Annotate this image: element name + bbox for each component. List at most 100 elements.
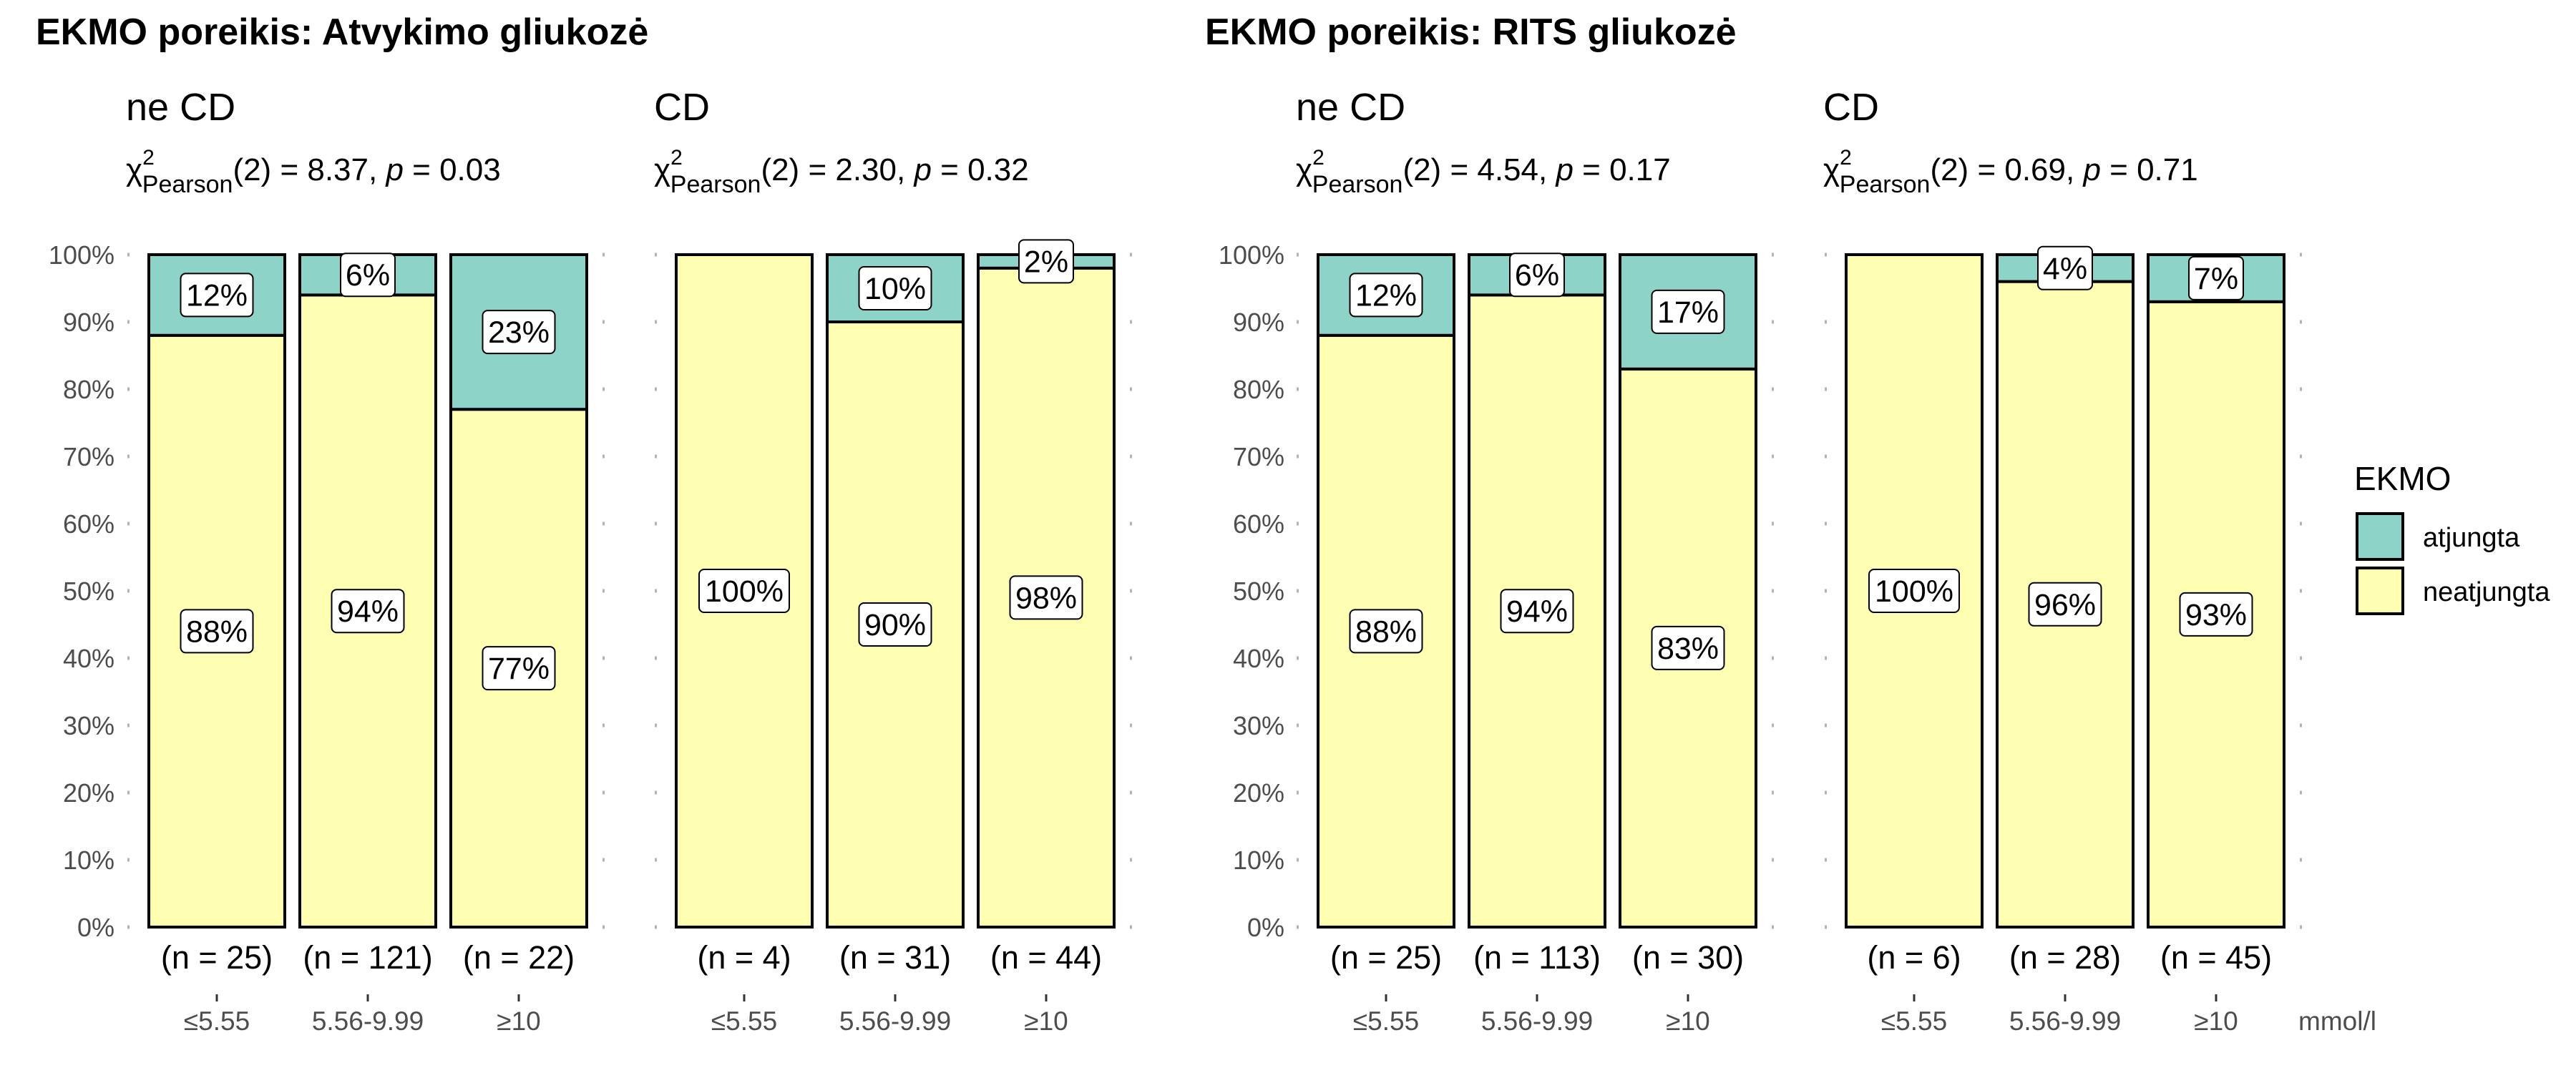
y-tick-label: 70% [63, 442, 114, 471]
stat-p-text: = 0.17 [1574, 152, 1671, 187]
legend-label-neatjungta: neatjungta [2423, 577, 2550, 607]
stat-chi-sub: Pearson [142, 171, 233, 198]
stat-text: (2) = 0.69, [1930, 152, 2083, 187]
data-label-neatjungta-box [1349, 609, 1423, 654]
stat-chi-sub: Pearson [1840, 171, 1931, 198]
data-label-neatjungta-box [1500, 589, 1574, 634]
y-tick-label: 10% [63, 846, 114, 875]
data-label-atjungta: 6% [1515, 258, 1559, 293]
stat-chi-sup: 2 [1840, 146, 1852, 170]
panel-title: ne CD [1296, 86, 1405, 129]
n-count-label: (n = 4) [697, 939, 791, 976]
y-tick-label: 90% [1233, 308, 1284, 337]
stat-p-text: = 0.03 [404, 152, 501, 187]
y-tick-label: 0% [77, 913, 114, 942]
y-tick-label: 30% [63, 711, 114, 740]
n-count-label: (n = 25) [1330, 939, 1442, 976]
data-label-neatjungta: 94% [1506, 594, 1568, 629]
x-category-label: ≤5.55 [1881, 1006, 1947, 1036]
data-label-atjungta: 17% [1657, 295, 1719, 330]
n-count-label: (n = 30) [1632, 939, 1744, 976]
data-label-neatjungta: 98% [1015, 581, 1077, 615]
data-label-atjungta-box [1018, 239, 1074, 284]
y-tick-label: 20% [63, 778, 114, 808]
y-tick-label: 0% [1247, 913, 1284, 942]
stat-p-label: p [384, 152, 403, 187]
stat-text: (2) = 4.54, [1402, 152, 1556, 187]
data-label-neatjungta-box [1009, 575, 1083, 620]
stat-chi: χ [1296, 152, 1312, 187]
data-label-neatjungta-box [858, 602, 932, 647]
panel-2: EKMO poreikis: RITS gliukozė ne CD χ2 Pears… [1205, 11, 1777, 1036]
stat-p-label: p [1554, 152, 1573, 187]
data-label-neatjungta: 88% [1355, 614, 1417, 649]
x-category-label: 5.56-9.99 [2009, 1006, 2121, 1036]
data-label-atjungta-box [340, 253, 396, 298]
y-tick-label: 10% [1233, 846, 1284, 875]
n-count-label: (n = 22) [463, 939, 575, 976]
y-tick-label: 100% [49, 240, 114, 270]
section-title: EKMO poreikis: Atvykimo gliukozė [36, 11, 648, 53]
x-category-label: ≥10 [1666, 1006, 1709, 1036]
data-label-atjungta: 2% [1024, 245, 1068, 279]
panel-3: CD χ2 Pearson(2) = 0.69, p = 0.71 100% (n = … [1823, 86, 2376, 1036]
data-label-atjungta-box [180, 273, 254, 318]
stat-line: χ2 Pearson(2) = 0.69, p = 0.71 [1823, 146, 2198, 198]
data-label-neatjungta-box [331, 589, 405, 634]
stat-line: χ2 Pearson(2) = 2.30, p = 0.32 [654, 146, 1029, 198]
y-tick-label: 90% [63, 308, 114, 337]
data-label-neatjungta: 100% [1875, 574, 1953, 609]
data-label-atjungta: 6% [346, 258, 390, 293]
n-count-label: (n = 28) [2009, 939, 2121, 976]
x-category-label: ≤5.55 [1353, 1006, 1419, 1036]
stat-p-label: p [2082, 152, 2100, 187]
y-tick-label: 30% [1233, 711, 1284, 740]
data-label-atjungta-box [858, 266, 932, 310]
data-label-neatjungta: 90% [864, 608, 926, 642]
stat-chi-sup: 2 [670, 146, 683, 170]
x-category-label: ≤5.55 [184, 1006, 250, 1036]
y-tick-label: 50% [63, 577, 114, 606]
x-category-label: ≥10 [497, 1006, 540, 1036]
panel-1: CD χ2 Pearson(2) = 2.30, p = 0.32 100% (n = … [654, 86, 1136, 1036]
legend-swatch-neatjungta [2356, 567, 2404, 615]
panel-title: CD [654, 86, 710, 129]
section-title: EKMO poreikis: RITS gliukozė [1205, 11, 1737, 53]
n-count-label: (n = 45) [2160, 939, 2272, 976]
y-tick-label: 50% [1233, 577, 1284, 606]
stat-text: (2) = 8.37, [233, 152, 386, 187]
data-label-neatjungta: 88% [186, 614, 248, 649]
x-category-label: 5.56-9.99 [1481, 1006, 1593, 1036]
stat-chi-sup: 2 [142, 146, 155, 170]
x-category-label: 5.56-9.99 [839, 1006, 951, 1036]
n-count-label: (n = 44) [990, 939, 1102, 976]
data-label-atjungta-box [1509, 253, 1565, 298]
data-label-neatjungta-box [1651, 625, 1725, 670]
y-tick-label: 40% [63, 644, 114, 673]
x-category-label: ≥10 [2194, 1006, 2238, 1036]
data-label-neatjungta: 77% [488, 652, 550, 686]
data-label-atjungta-box [1349, 273, 1423, 318]
data-label-atjungta: 12% [1355, 278, 1417, 313]
stat-p-text: = 0.32 [932, 152, 1029, 187]
n-count-label: (n = 121) [303, 939, 432, 976]
stat-chi: χ [126, 152, 142, 187]
y-tick-label: 60% [1233, 509, 1284, 539]
data-label-neatjungta: 83% [1657, 632, 1719, 666]
stat-p-text: = 0.71 [2101, 152, 2198, 187]
data-label-atjungta-box [2188, 255, 2244, 300]
bar-neatjungta [2147, 300, 2285, 929]
x-category-label: ≥10 [1024, 1006, 1068, 1036]
y-tick-label: 100% [1219, 240, 1284, 270]
data-label-neatjungta-box [482, 646, 556, 691]
data-label-neatjungta-box [698, 569, 790, 613]
stat-text: (2) = 2.30, [761, 152, 914, 187]
data-label-atjungta-box [2037, 245, 2093, 290]
data-label-neatjungta: 94% [337, 594, 399, 629]
stat-chi-sup: 2 [1312, 146, 1324, 170]
data-label-neatjungta: 93% [2185, 598, 2247, 632]
legend-swatch-atjungta [2356, 512, 2404, 561]
data-label-atjungta-box [482, 310, 556, 355]
stat-chi: χ [1823, 152, 1840, 187]
